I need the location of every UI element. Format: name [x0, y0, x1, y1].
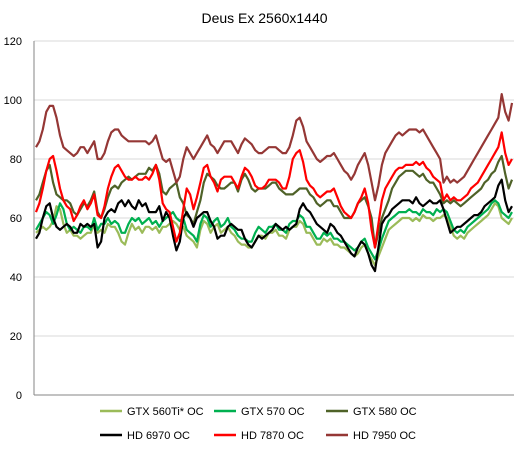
series-line-hd-6970-oc — [35, 178, 513, 273]
legend-label-hd-7950-oc: HD 7950 OC — [353, 430, 416, 442]
chart-title: Deus Ex 2560x1440 — [201, 10, 328, 26]
series-lines — [34, 92, 514, 273]
series-line-gtx-560ti-oc — [35, 202, 513, 267]
legend-label-hd-6970-oc: HD 6970 OC — [127, 430, 190, 442]
series-line-gtx-570-oc — [35, 199, 513, 261]
y-tick-label-40: 40 — [10, 272, 22, 284]
series-line-hd-7950-oc — [35, 92, 514, 202]
legend: GTX 560Ti* OC GTX 570 OC GTX 580 OC HD 6970… — [100, 406, 417, 442]
y-tick-label-80: 80 — [10, 154, 22, 166]
y-tick-label-60: 60 — [10, 213, 22, 225]
gridlines — [34, 40, 514, 396]
y-tick-label-100: 100 — [4, 95, 22, 107]
legend-label-hd-7870-oc: HD 7870 OC — [241, 430, 304, 442]
legend-label-gtx-570-oc: GTX 570 OC — [241, 406, 305, 418]
y-tick-label-0: 0 — [16, 390, 22, 402]
y-tick-label-120: 120 — [4, 36, 22, 48]
series-line-hd-7870-oc — [34, 131, 513, 249]
legend-label-gtx-580-oc: GTX 580 OC — [353, 406, 417, 418]
legend-label-gtx-560ti-oc: GTX 560Ti* OC — [127, 406, 204, 418]
series-line-gtx-580-oc — [35, 154, 514, 249]
y-tick-label-20: 20 — [10, 331, 22, 343]
y-axis: 0 20 40 60 80 100 120 — [4, 36, 35, 402]
